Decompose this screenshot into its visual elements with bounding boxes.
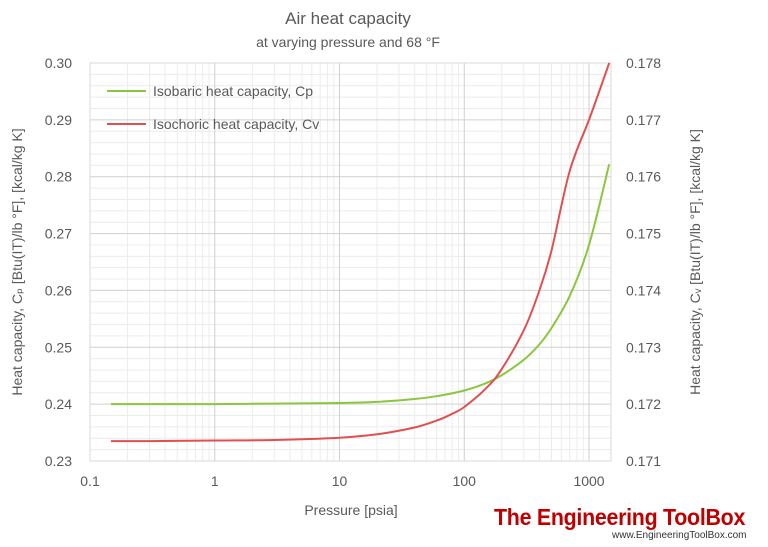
y-tick-label-left: 0.26 [45, 282, 72, 298]
y-tick-label-left: 0.23 [45, 453, 72, 469]
brand-url: www.EngineeringToolBox.com [612, 530, 747, 541]
x-tick-label: 1 [211, 473, 219, 489]
brand-logo: The Engineering ToolBox [494, 504, 746, 530]
chart-title: Air heat capacity [285, 9, 411, 28]
y-tick-label-right: 0.173 [626, 339, 661, 355]
plot-area-border [89, 62, 612, 462]
right-axis-ticks: 0.171 0.172 0.173 0.174 0.175 0.176 0.177 0.178 [626, 55, 661, 469]
left-axis-ticks: 0.23 0.24 0.25 0.26 0.27 0.28 0.29 0.30 [45, 55, 72, 469]
y-tick-label-left: 0.24 [45, 396, 72, 412]
legend-label-cp: Isobaric heat capacity, Cp [153, 83, 313, 99]
series-line-cp [110, 163, 611, 406]
y-tick-label-right: 0.175 [626, 226, 661, 242]
y-tick-label-left: 0.28 [45, 169, 72, 185]
y-tick-label-right: 0.177 [626, 112, 661, 128]
y-tick-label-right: 0.178 [626, 55, 661, 71]
y-tick-label-right: 0.172 [626, 396, 661, 412]
minor-grid [90, 63, 611, 461]
x-tick-label: 100 [453, 473, 477, 489]
y-tick-label-right: 0.174 [626, 282, 661, 298]
y-tick-label-right: 0.171 [626, 453, 661, 469]
y-tick-label-left: 0.25 [45, 339, 72, 355]
right-axis-title: Heat capacity, Cᵥ [Btu(IT)/lb °F], [kcal… [687, 129, 703, 395]
chart-subtitle: at varying pressure and 68 °F [256, 34, 440, 50]
left-axis-title: Heat capacity, Cₚ [Btu(IT)/lb °F], [kcal… [9, 128, 25, 395]
y-tick-label-left: 0.30 [45, 55, 72, 71]
y-tick-label-right: 0.176 [626, 169, 661, 185]
legend: Isobaric heat capacity, Cp Isochoric hea… [107, 83, 319, 132]
x-axis-ticks: 0.1 1 10 100 1000 [80, 473, 605, 489]
series-line-cv [110, 62, 611, 443]
legend-label-cv: Isochoric heat capacity, Cv [153, 116, 319, 132]
x-axis-title: Pressure [psia] [304, 502, 397, 518]
y-tick-label-left: 0.29 [45, 112, 72, 128]
x-tick-label: 0.1 [80, 473, 100, 489]
y-tick-label-left: 0.27 [45, 226, 72, 242]
x-tick-label: 1000 [573, 473, 604, 489]
x-tick-label: 10 [332, 473, 348, 489]
series-group [110, 62, 611, 443]
